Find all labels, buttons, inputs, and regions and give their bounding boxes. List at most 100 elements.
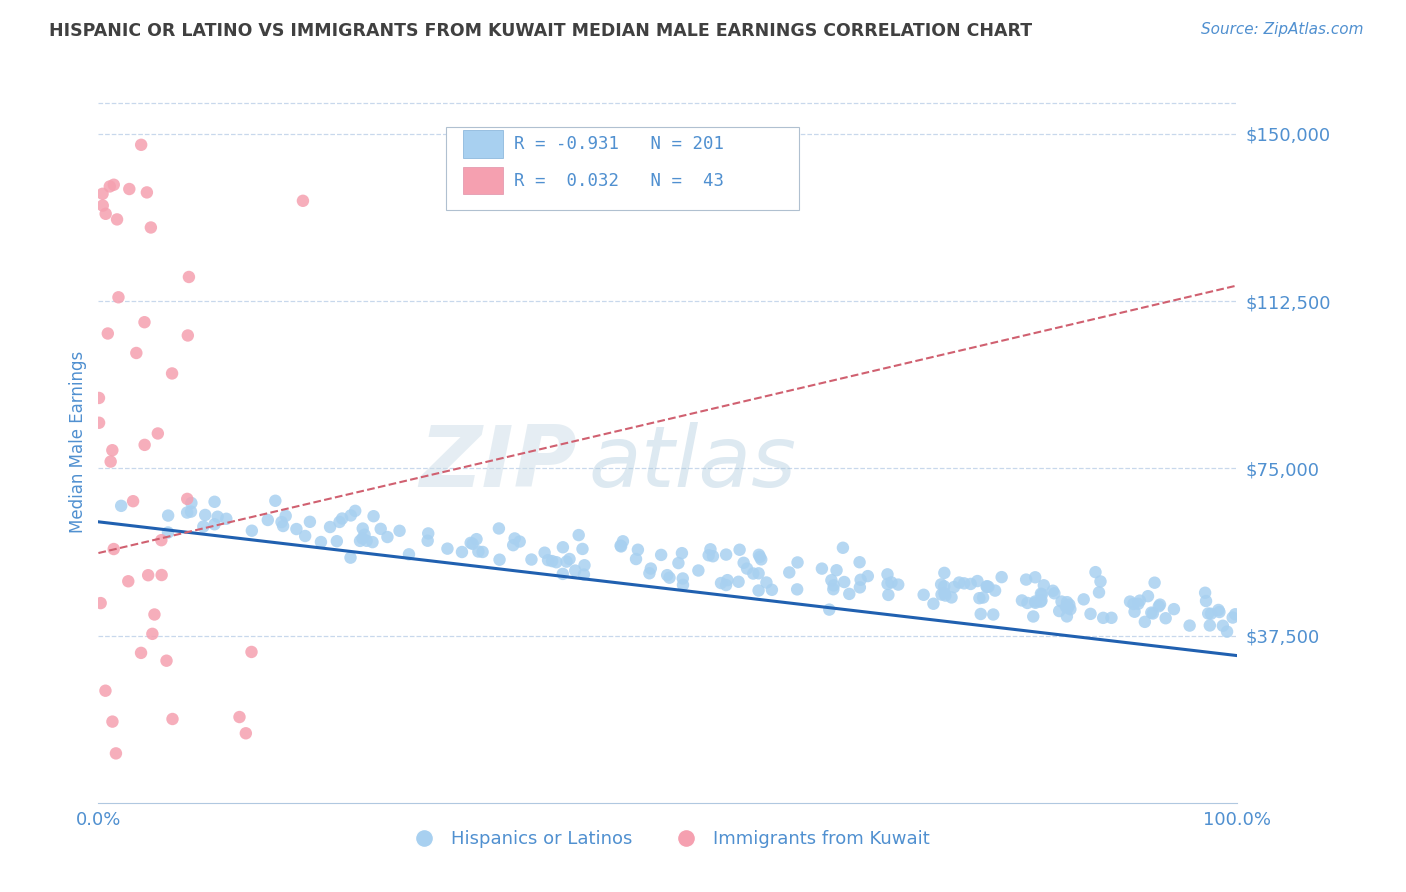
- Point: [1056, 595, 1078, 609]
- Point: [125, 346, 148, 360]
- Point: [749, 552, 772, 566]
- Point: [786, 582, 808, 597]
- Point: [240, 645, 263, 659]
- Point: [156, 525, 179, 540]
- Point: [941, 591, 963, 605]
- Point: [823, 582, 845, 597]
- Point: [1080, 607, 1102, 621]
- Point: [177, 328, 200, 343]
- Point: [761, 582, 783, 597]
- Point: [733, 556, 755, 570]
- Point: [363, 509, 385, 524]
- Point: [912, 588, 935, 602]
- Point: [319, 520, 342, 534]
- Point: [1029, 595, 1052, 609]
- Point: [298, 515, 321, 529]
- Point: [1015, 573, 1038, 587]
- Point: [139, 220, 162, 235]
- Point: [832, 575, 855, 590]
- Point: [1197, 607, 1219, 621]
- Point: [959, 577, 981, 591]
- Point: [176, 506, 198, 520]
- Point: [627, 542, 650, 557]
- Point: [650, 548, 672, 562]
- Point: [294, 529, 316, 543]
- Point: [488, 552, 510, 566]
- Point: [488, 521, 510, 535]
- Text: atlas: atlas: [588, 422, 796, 505]
- Point: [748, 566, 770, 581]
- Point: [285, 522, 308, 536]
- Point: [571, 541, 593, 556]
- Point: [1119, 594, 1142, 608]
- Point: [1073, 592, 1095, 607]
- Point: [748, 583, 770, 598]
- Point: [204, 495, 226, 509]
- Point: [887, 577, 910, 591]
- Point: [574, 558, 596, 573]
- Point: [103, 542, 125, 557]
- Point: [1024, 596, 1046, 610]
- Point: [240, 524, 263, 538]
- Point: [207, 509, 229, 524]
- Point: [672, 578, 695, 592]
- Point: [1090, 574, 1112, 589]
- Point: [150, 568, 173, 582]
- Point: [880, 575, 903, 590]
- Point: [710, 576, 733, 591]
- Point: [1198, 618, 1220, 632]
- Point: [1088, 585, 1111, 599]
- Point: [377, 530, 399, 544]
- Point: [976, 580, 998, 594]
- Point: [672, 572, 695, 586]
- Point: [688, 564, 710, 578]
- Point: [107, 290, 129, 304]
- Point: [786, 556, 808, 570]
- Legend: Hispanics or Latinos, Immigrants from Kuwait: Hispanics or Latinos, Immigrants from Ku…: [398, 822, 938, 855]
- Point: [668, 556, 690, 570]
- Point: [177, 270, 200, 285]
- Point: [398, 547, 420, 561]
- Point: [877, 588, 900, 602]
- Point: [471, 545, 494, 559]
- Point: [1056, 609, 1078, 624]
- Point: [193, 519, 215, 533]
- Text: R =  0.032   N =  43: R = 0.032 N = 43: [515, 172, 724, 190]
- Point: [558, 552, 581, 566]
- Point: [735, 561, 758, 575]
- Point: [1057, 600, 1080, 615]
- FancyBboxPatch shape: [446, 128, 799, 211]
- Point: [934, 586, 956, 600]
- Point: [215, 512, 238, 526]
- Point: [728, 542, 751, 557]
- Point: [101, 443, 124, 458]
- Point: [105, 212, 128, 227]
- Point: [135, 186, 157, 200]
- Point: [509, 534, 531, 549]
- Point: [820, 573, 842, 587]
- Point: [972, 591, 994, 605]
- Point: [934, 566, 956, 580]
- Point: [1225, 607, 1247, 622]
- Point: [180, 496, 202, 510]
- Point: [934, 589, 956, 603]
- Point: [1216, 624, 1239, 639]
- Point: [929, 577, 952, 591]
- Point: [204, 517, 226, 532]
- Point: [91, 198, 114, 212]
- Point: [610, 540, 633, 554]
- Point: [388, 524, 411, 538]
- Point: [943, 580, 966, 594]
- Point: [90, 596, 112, 610]
- Point: [976, 579, 998, 593]
- Point: [612, 534, 634, 549]
- Text: ZIP: ZIP: [419, 422, 576, 505]
- Point: [467, 544, 489, 558]
- Point: [129, 137, 152, 152]
- Point: [520, 552, 543, 566]
- Point: [87, 391, 110, 405]
- Point: [1123, 605, 1146, 619]
- Point: [1128, 597, 1150, 611]
- Point: [270, 515, 292, 529]
- Point: [1147, 599, 1170, 614]
